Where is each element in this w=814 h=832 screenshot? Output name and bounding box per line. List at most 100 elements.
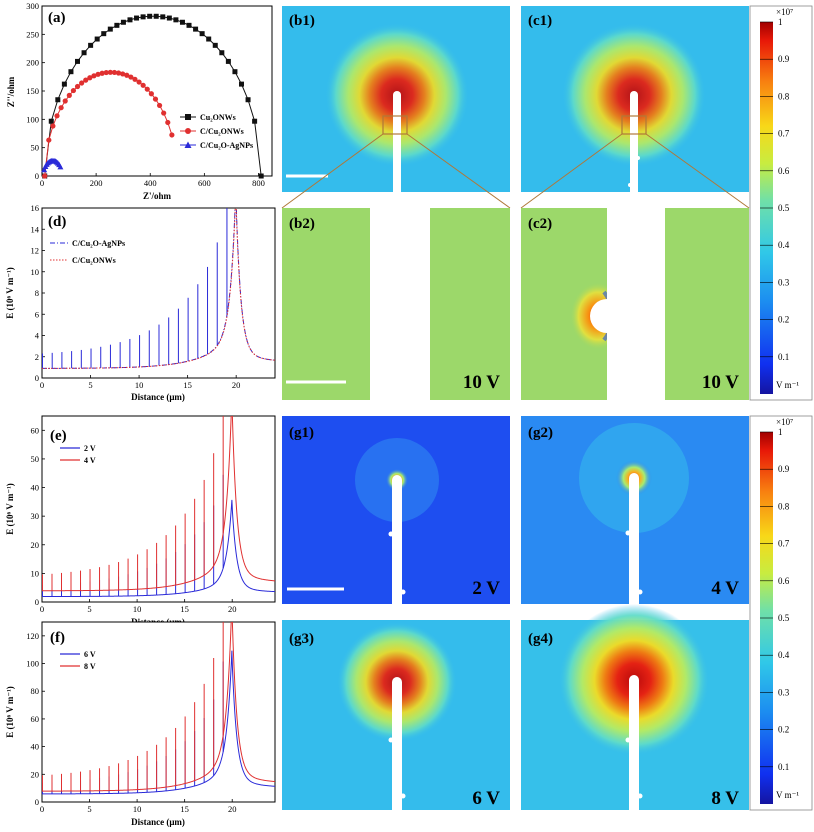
colorbar-tick-label: 0.8 <box>778 501 790 511</box>
nanowire-tip-g3 <box>392 677 402 687</box>
y-tick-label-e: 0 <box>35 597 39 607</box>
colorbar-tick-label: 0.1 <box>778 762 789 772</box>
data-point-circle <box>91 73 97 79</box>
data-point-square <box>245 97 251 103</box>
plot-clip-f <box>42 622 275 795</box>
nanowire-g3 <box>392 682 402 810</box>
panel-label-c2: (c2) <box>528 216 552 232</box>
x-tick-label-a: 200 <box>90 178 103 188</box>
data-point-square <box>48 118 54 124</box>
x-tick-label-f: 5 <box>87 804 91 814</box>
nanoparticle-g3-a <box>388 737 394 743</box>
field-map-g1: (g1) 2 V <box>282 416 510 604</box>
x-tick-label-a: 800 <box>252 178 265 188</box>
panel-label-b2: (b2) <box>289 216 315 232</box>
legend-e: 2 V 4 V <box>60 444 96 465</box>
x-tick-label-f: 0 <box>40 804 44 814</box>
panel-label-a: (a) <box>48 10 66 26</box>
nanoparticle-c2 <box>590 299 624 333</box>
x-tick-label-a: 600 <box>198 178 211 188</box>
nanowire-g2 <box>629 478 639 604</box>
data-point-circle <box>115 70 122 76</box>
data-point-circle <box>169 132 175 138</box>
data-point-square <box>193 26 199 32</box>
zoom-connectors <box>281 133 750 209</box>
data-point-circle <box>70 87 77 94</box>
nanoparticle-g4-b <box>637 793 643 799</box>
y-tick-label-e: 50 <box>31 454 40 464</box>
data-point-circle <box>87 75 93 81</box>
data-point-circle <box>165 119 171 126</box>
data-point-triangle <box>41 166 48 173</box>
plot-area-f <box>42 622 275 795</box>
data-point-square <box>212 42 218 48</box>
data-point-circle <box>161 110 167 116</box>
nanoparticle-g1-b <box>400 589 406 595</box>
data-point-circle <box>83 77 89 83</box>
voltage-label-g1: 2 V <box>472 578 500 599</box>
legend-label-6v: 6 V <box>84 650 96 659</box>
colorbar-unit-bottom: V m⁻¹ <box>776 790 799 800</box>
panel-label-d: (d) <box>48 214 66 230</box>
voltage-label-b2: 10 V <box>463 372 500 393</box>
data-point-square <box>55 97 61 103</box>
nanowire-tip-g4 <box>629 675 639 685</box>
field-map-g4: (g4) 8 V <box>521 604 749 810</box>
panel-a: (a) 0 200 400 600 800 0 50 100 150 200 250 300 Z'/o… <box>6 1 273 201</box>
y-tick-label-d: 0 <box>35 373 39 383</box>
data-point-square <box>127 17 133 23</box>
data-point-square <box>238 81 244 87</box>
voltage-label-g2: 4 V <box>711 578 739 599</box>
data-point-square <box>206 36 212 42</box>
y-tick-label-a: 200 <box>26 58 39 68</box>
colorbar-tick-label: 1 <box>778 17 783 27</box>
y-tick-label-d: 10 <box>31 267 40 277</box>
legend-f: 6 V 8 V <box>60 650 96 671</box>
data-point-circle <box>50 123 56 129</box>
colorbar-tick-label: 0.4 <box>778 650 790 660</box>
panel-label-g2: (g2) <box>528 425 553 441</box>
nanowire-b1 <box>393 95 401 192</box>
nanoparticle-g2-a <box>625 530 631 536</box>
y-tick-label-a: 0 <box>35 171 39 181</box>
series-line-a-0 <box>44 15 262 177</box>
panel-label-g3: (g3) <box>289 631 314 647</box>
legend-marker-triangle <box>184 141 192 148</box>
colorbar-tick-label: 0.8 <box>778 91 790 101</box>
data-point-square <box>81 50 87 56</box>
nanoparticle-g4-a <box>625 737 631 743</box>
data-point-square <box>134 15 140 21</box>
colorbar-multiplier-top: ×10⁷ <box>776 7 793 17</box>
data-point-circle <box>152 96 159 102</box>
data-point-circle <box>58 105 64 111</box>
nanoparticle-g3-b <box>400 793 406 799</box>
colorbar-tick-label: 0.6 <box>778 576 790 586</box>
x-tick-label-d: 10 <box>135 380 144 390</box>
colorbar-bottom: ×10⁷ 1 0.9 0.8 0.7 0.6 0.5 0.4 0.3 0.2 0.1 V m⁻¹ <box>749 415 813 811</box>
y-tick-label-f: 40 <box>31 742 40 752</box>
y-tick-label-f: 100 <box>26 659 39 669</box>
data-point-square <box>219 50 225 56</box>
data-point-circle <box>95 71 101 77</box>
legend-marker-square <box>185 114 191 120</box>
colorbar-tick-label: 0.6 <box>778 166 790 176</box>
colorbar-top: ×10⁷ 1 0.9 0.8 0.7 0.6 0.5 0.4 0.3 0.2 0.1 V m⁻¹ <box>749 5 813 401</box>
colorbar-tick-label: 0.7 <box>778 539 790 549</box>
panel-label-g4: (g4) <box>528 631 553 647</box>
nanowire-tip-g2 <box>629 473 639 483</box>
colorbar-tick-label: 0.2 <box>778 315 789 325</box>
y-tick-label-f: 0 <box>35 797 39 807</box>
y-tick-label-e: 60 <box>31 425 40 435</box>
data-point-square <box>160 14 166 20</box>
data-point-circle <box>144 86 150 92</box>
colorbar-tick-label: 0.4 <box>778 240 790 250</box>
data-point-circle <box>128 74 134 80</box>
y-tick-label-e: 10 <box>31 568 40 578</box>
data-point-square <box>120 19 126 25</box>
axis-ticks-e: 0 5 10 15 20 0 10 20 30 40 50 60 <box>31 425 237 614</box>
data-point-circle <box>156 102 163 109</box>
colorbar-tick-label: 0.5 <box>778 613 790 623</box>
